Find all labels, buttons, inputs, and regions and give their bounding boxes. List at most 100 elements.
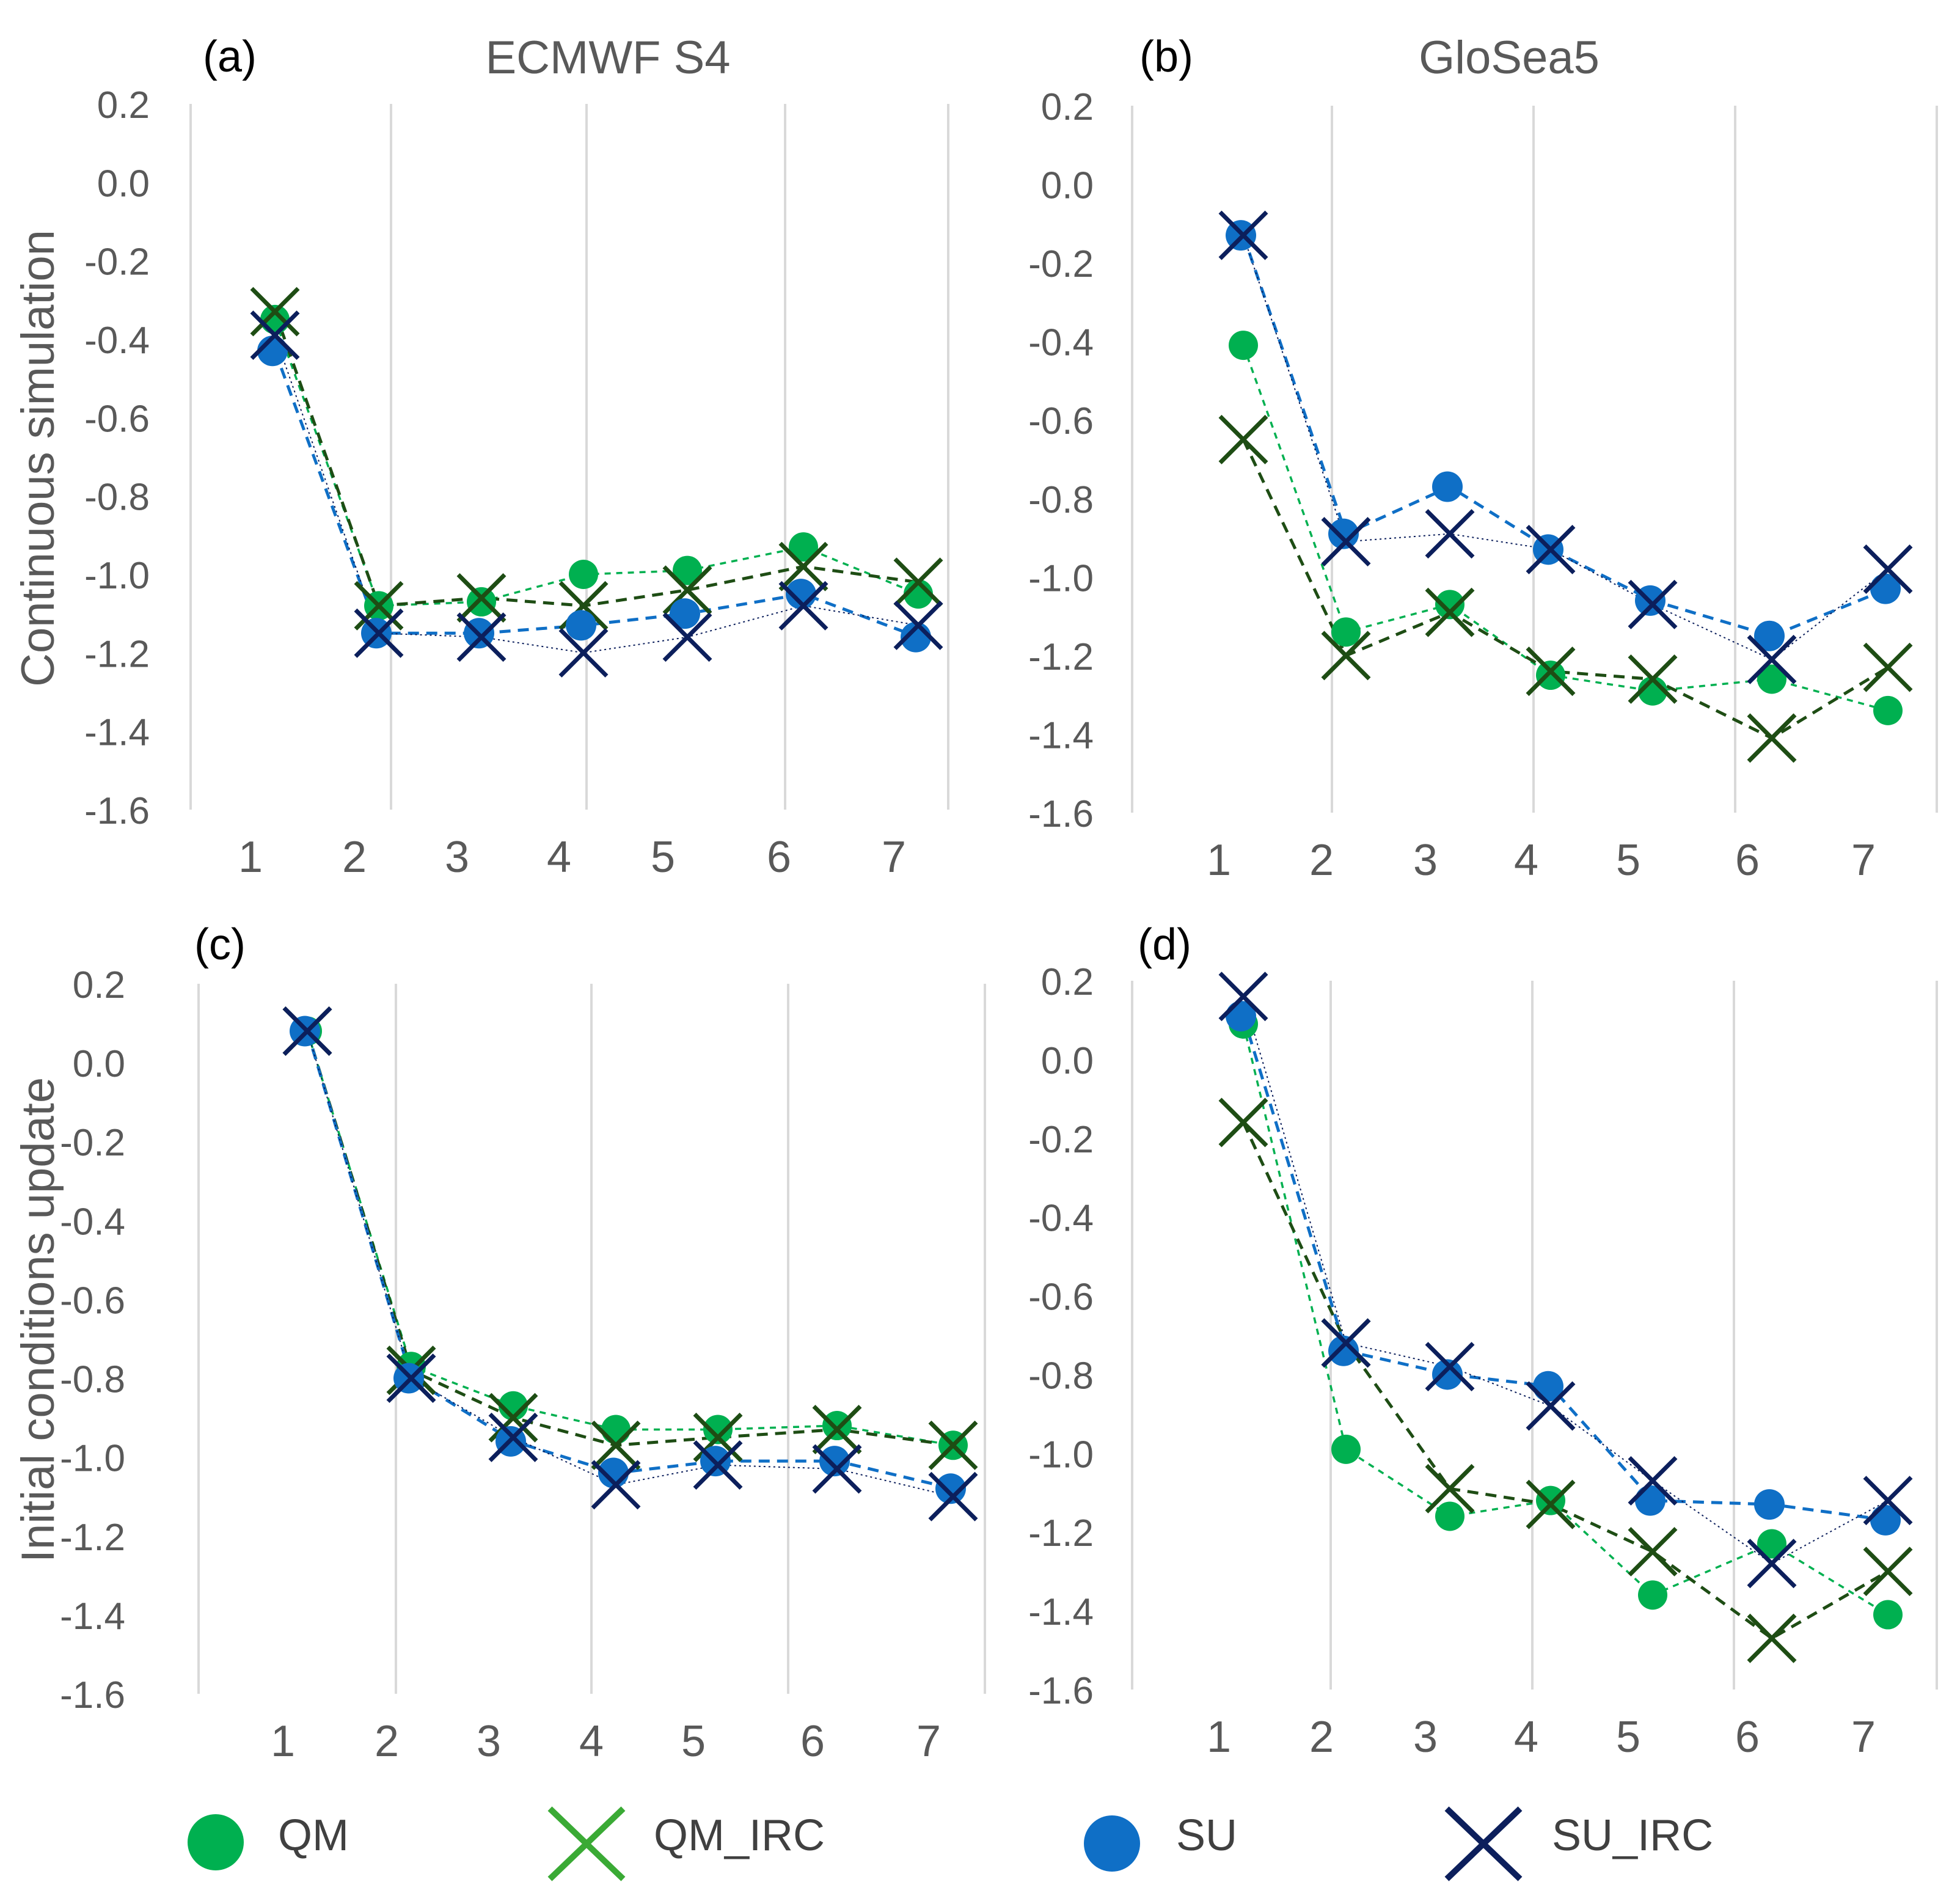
point-su-irc bbox=[386, 1353, 436, 1404]
point-su bbox=[1754, 620, 1785, 651]
point-qm-irc bbox=[778, 541, 828, 591]
point-qm-irc bbox=[1218, 1097, 1268, 1148]
y-tick-label: -0.4 bbox=[1028, 1198, 1094, 1240]
point-qm-irc bbox=[1526, 646, 1576, 697]
point-su-irc bbox=[1218, 210, 1268, 260]
point-su-irc bbox=[1747, 1539, 1797, 1589]
point-qm bbox=[1435, 1501, 1464, 1531]
y-tick-label: -1.2 bbox=[1028, 1512, 1094, 1554]
point-su-irc bbox=[354, 608, 404, 658]
y-tick-label: -0.4 bbox=[84, 320, 150, 362]
x-tick-label: 1 bbox=[271, 1717, 295, 1766]
x-tick-label: 4 bbox=[1514, 1713, 1538, 1762]
x-tick-label: 4 bbox=[547, 833, 571, 882]
y-tick-label: -1.2 bbox=[60, 1517, 125, 1559]
point-qm bbox=[1638, 1580, 1667, 1610]
x-tick-label: 6 bbox=[1735, 1713, 1760, 1762]
point-qm-irc bbox=[1425, 1463, 1475, 1514]
x-tick-label: 6 bbox=[1735, 836, 1760, 885]
y-tick-label: -1.0 bbox=[84, 555, 150, 597]
y-tick-label: -0.8 bbox=[60, 1359, 125, 1401]
row-label-initial-conditions-update: Initial conditions update bbox=[12, 1077, 64, 1562]
x-tick-label: 1 bbox=[238, 833, 263, 882]
point-su-irc bbox=[893, 600, 943, 650]
point-qm bbox=[569, 560, 598, 589]
row-label-continuous-simulation: Continuous simulation bbox=[12, 230, 64, 687]
point-su-irc bbox=[558, 628, 609, 678]
x-tick-label: 2 bbox=[342, 833, 367, 882]
y-tick-label: -1.0 bbox=[1028, 557, 1094, 599]
point-su-irc bbox=[282, 1006, 332, 1056]
y-tick-label: -1.6 bbox=[60, 1674, 125, 1716]
point-su-irc bbox=[1863, 544, 1913, 594]
x-tick-label: 7 bbox=[882, 833, 906, 882]
point-qm bbox=[1331, 1434, 1361, 1464]
x-tick-label: 3 bbox=[1413, 836, 1438, 885]
x-tick-label: 3 bbox=[445, 833, 469, 882]
x-tick-label: 4 bbox=[579, 1717, 604, 1766]
point-qm bbox=[1873, 1600, 1903, 1630]
x-tick-label: 5 bbox=[1616, 836, 1640, 885]
x-tick-label: 3 bbox=[1413, 1713, 1438, 1762]
x-tick-label: 5 bbox=[681, 1717, 706, 1766]
point-qm-irc bbox=[693, 1412, 743, 1462]
point-su-irc bbox=[1425, 1342, 1475, 1392]
point-qm-irc bbox=[1747, 713, 1797, 763]
y-tick-label: -1.2 bbox=[84, 633, 150, 675]
point-qm-irc bbox=[928, 1420, 978, 1470]
y-tick-label: -0.8 bbox=[84, 477, 150, 519]
y-tick-label: 0.0 bbox=[73, 1043, 125, 1085]
x-tick-label: 7 bbox=[1851, 1713, 1876, 1762]
point-qm-irc bbox=[1628, 654, 1678, 704]
point-qm bbox=[601, 1415, 631, 1444]
y-tick-label: -1.2 bbox=[1028, 636, 1094, 678]
y-tick-label: -0.2 bbox=[60, 1122, 125, 1164]
point-su-irc bbox=[250, 310, 300, 361]
x-tick-label: 2 bbox=[1309, 836, 1334, 885]
legend-su-irc-cross-icon bbox=[1444, 1806, 1523, 1881]
point-qm-irc bbox=[1747, 1613, 1797, 1663]
panel-d: 0.2 0.0 -0.2 -0.4 -0.6 -0.8 -1.0 -1.2 -1.4 -1.6 1 2… bbox=[1028, 920, 1938, 1762]
x-tick-label: 2 bbox=[1309, 1713, 1334, 1762]
point-su-irc bbox=[1526, 1381, 1576, 1431]
x-tick-label: 5 bbox=[651, 833, 675, 882]
x-tick-label: 5 bbox=[1616, 1713, 1640, 1762]
legend-su-dot-icon bbox=[1084, 1815, 1140, 1872]
point-su-irc bbox=[1321, 517, 1371, 566]
y-tick-label: -0.8 bbox=[1028, 1355, 1094, 1397]
y-tick-label: -0.8 bbox=[1028, 479, 1094, 521]
point-qm bbox=[789, 532, 818, 562]
point-qm-irc bbox=[812, 1405, 862, 1454]
point-su bbox=[566, 610, 596, 641]
point-qm-irc bbox=[354, 580, 404, 631]
y-tick-label: -1.4 bbox=[1028, 1591, 1094, 1633]
y-tick-label: -0.4 bbox=[60, 1201, 125, 1243]
point-qm-irc bbox=[591, 1420, 641, 1470]
legend-su-label: SU bbox=[1176, 1811, 1237, 1860]
point-su-irc bbox=[1526, 524, 1576, 574]
y-tick-label: -0.6 bbox=[1028, 400, 1094, 442]
x-tick-label: 1 bbox=[1207, 1713, 1231, 1762]
point-su-irc bbox=[488, 1412, 538, 1462]
point-su-irc bbox=[812, 1444, 862, 1494]
y-tick-label: -1.0 bbox=[60, 1438, 125, 1480]
point-qm-irc bbox=[893, 557, 943, 607]
y-tick-label: -1.0 bbox=[1028, 1433, 1094, 1476]
x-tick-label: 4 bbox=[1514, 836, 1538, 885]
point-qm bbox=[1229, 331, 1258, 361]
point-qm bbox=[1757, 664, 1786, 694]
y-tick-label: 0.0 bbox=[1041, 165, 1094, 207]
panel-a: 0.2 0.0 -0.2 -0.4 -0.6 -0.8 -1.0 -1.2 -1.4 -1.6 1 2… bbox=[84, 32, 949, 882]
legend-qm-dot-icon bbox=[188, 1814, 244, 1870]
y-tick-label: -0.2 bbox=[84, 241, 150, 284]
panel-label: (d) bbox=[1138, 920, 1191, 969]
point-su bbox=[1432, 1359, 1463, 1390]
point-su-irc bbox=[1628, 1455, 1678, 1506]
point-qm-irc bbox=[1526, 1479, 1576, 1529]
point-qm-irc bbox=[1425, 587, 1475, 637]
point-su bbox=[670, 598, 700, 629]
x-tick-label: 7 bbox=[916, 1717, 941, 1766]
point-qm bbox=[703, 1415, 733, 1444]
legend: QM QM_IRC SU SU_IRC bbox=[188, 1806, 1713, 1881]
